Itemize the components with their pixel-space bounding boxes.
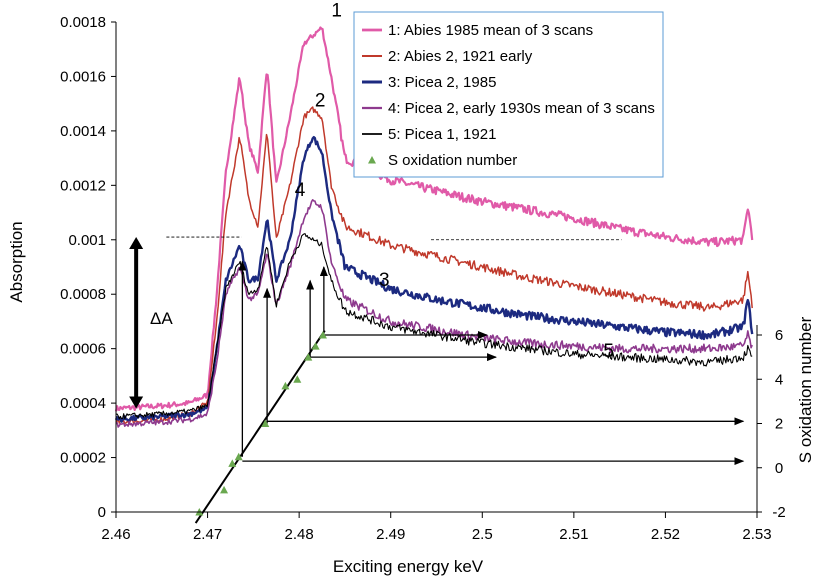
annotations: 1 2 3 4 5 — [129, 1, 745, 524]
curve-label-2: 2 — [315, 90, 326, 111]
series-line-1 — [114, 26, 754, 412]
curve-label-5: 5 — [603, 341, 614, 362]
legend: 1: Abies 1985 mean of 3 scans 2: Abies 2,… — [353, 11, 664, 178]
oxidation-point — [293, 375, 302, 383]
x-tick-label: 2.5 — [472, 526, 493, 543]
y-tick-label: 0.0006 — [60, 341, 106, 358]
delta-a-arrowhead-top — [129, 237, 144, 250]
y-tick-label: 0 — [98, 504, 106, 521]
oxidation-point — [304, 353, 313, 361]
y-axis-label: Absorption — [7, 221, 26, 302]
curve-label-4: 4 — [295, 180, 306, 201]
y-tick-label: 0.0008 — [60, 286, 106, 303]
x-tick-label: 2.48 — [285, 526, 314, 543]
x-tick-label: 2.47 — [193, 526, 222, 543]
oxidation-point — [220, 485, 229, 494]
legend-entry-1: 1: Abies 1985 mean of 3 scans — [388, 22, 593, 39]
curve-label-1: 1 — [331, 1, 342, 22]
secondary-y-tick-label: 0 — [775, 460, 783, 477]
legend-entry-3: 3: Picea 2, 1985 — [388, 74, 496, 91]
x-axis-label: Exciting energy keV — [333, 557, 484, 576]
series-line-3 — [114, 136, 754, 423]
secondary-y-tick-label: 6 — [775, 327, 783, 344]
series-lines — [114, 26, 754, 428]
oxidation-point — [311, 342, 320, 350]
y-tick-label: 0.0004 — [60, 395, 106, 412]
delta-a-arrowhead-bottom — [129, 396, 144, 409]
y-tick-label: 0.001 — [68, 232, 106, 249]
x-tick-label: 2.52 — [651, 526, 680, 543]
secondary-y-tick-label: -2 — [772, 504, 785, 521]
oxidation-point — [318, 331, 327, 339]
oxidation-point — [281, 381, 290, 390]
legend-entry-oxidation: S oxidation number — [388, 152, 517, 169]
secondary-y-tick-label: 4 — [775, 371, 783, 388]
legend-entry-5: 5: Picea 1, 1921 — [388, 126, 496, 143]
oxidation-diagonal-line — [194, 330, 326, 524]
y-tick-label: 0.0018 — [60, 14, 106, 31]
delta-a-label: ΔA — [150, 309, 173, 328]
y-tick-label: 0.0002 — [60, 450, 106, 467]
y-tick-label: 0.0016 — [60, 68, 106, 85]
curve-label-3: 3 — [379, 270, 390, 291]
series-line-2 — [115, 106, 753, 425]
oxidation-point — [234, 452, 243, 461]
x-tick-label: 2.46 — [101, 526, 130, 543]
series-line-5 — [115, 233, 753, 420]
y-tick-label: 0.0012 — [60, 177, 106, 194]
series-line-4 — [115, 199, 753, 428]
oxidation-point — [261, 419, 270, 427]
x-tick-label: 2.53 — [742, 526, 771, 543]
secondary-y-tick-label: 2 — [775, 416, 783, 433]
secondary-y-axis-label: S oxidation number — [796, 316, 815, 463]
x-tick-label: 2.49 — [376, 526, 405, 543]
axes: 2.46 2.47 2.48 2.49 2.5 2.51 2.52 2.53 0 0.0002 0.… — [60, 14, 786, 543]
legend-entry-2: 2: Abies 2, 1921 early — [388, 48, 533, 65]
x-tick-label: 2.51 — [559, 526, 588, 543]
legend-entry-4: 4: Picea 2, early 1930s mean of 3 scans — [388, 100, 655, 117]
legend-swatch-oxidation — [368, 156, 376, 164]
legend-box — [353, 11, 664, 178]
oxidation-point — [228, 459, 237, 467]
y-tick-label: 0.0014 — [60, 123, 106, 140]
